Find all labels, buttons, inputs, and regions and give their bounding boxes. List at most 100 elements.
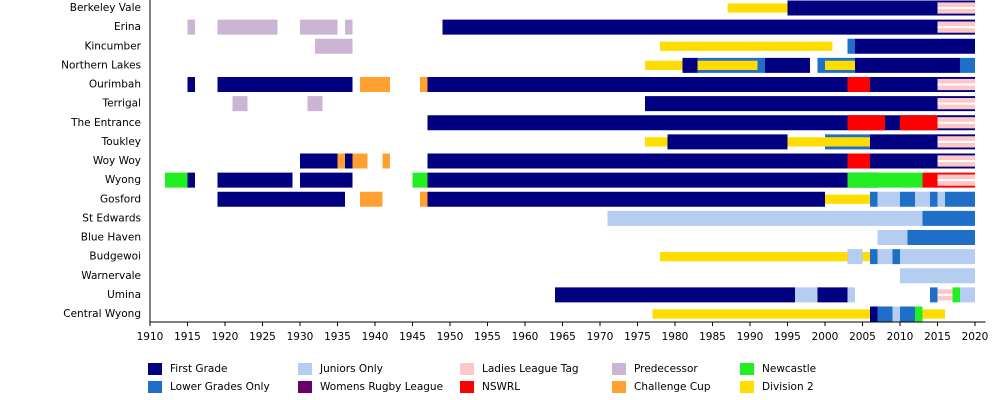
span-bar [847,77,870,92]
span-bar [900,249,975,265]
x-tick-label: 1930 [287,331,314,343]
span-bar [847,287,855,303]
row-label: Woy Woy [93,155,141,167]
span-stripe [937,140,975,143]
span-bar [427,191,825,207]
legend-label: Juniors Only [319,363,383,375]
span-bar [877,230,908,245]
span-bar [945,191,975,207]
span-bar [795,287,818,303]
legend-label: First Grade [170,363,227,375]
x-tick-label: 1985 [699,331,726,343]
span-stripe [937,293,953,296]
span-stripe [937,179,975,182]
span-bar [217,77,353,92]
span-bar [345,19,353,35]
span-bar [900,306,915,322]
row-label: Umina [107,289,141,301]
legend-swatch [740,363,754,375]
span-bar [787,137,870,147]
span-bar [360,77,390,92]
span-bar [427,77,975,92]
span-bar [427,115,975,131]
x-tick-label: 1940 [362,331,389,343]
span-bar [607,210,923,226]
legend-label: Newcastle [762,363,816,375]
span-bar [420,77,428,92]
legend-label: NSWRL [482,381,520,393]
legend-label: Division 2 [762,381,814,393]
x-tick-label: 1945 [399,331,426,343]
row-label: Warnervale [81,270,141,282]
span-bar [555,287,795,303]
row-label: Terrigal [102,98,141,110]
row-label: Northern Lakes [61,59,141,71]
span-bar [667,134,788,150]
span-bar [442,19,975,35]
span-bar [915,306,923,322]
x-tick-label: 1935 [324,331,351,343]
span-bar [825,194,870,204]
span-bar [847,115,885,131]
span-bar [652,309,870,319]
span-bar [660,251,848,262]
span-stripe [937,83,975,86]
span-bar [817,287,848,303]
span-bar [187,19,195,35]
span-bar [345,153,353,169]
legend-swatch [612,363,626,375]
x-tick-label: 1990 [737,331,764,343]
row-label: Ourimbah [89,79,141,91]
span-bar [217,19,278,35]
row-label: St Edwards [82,212,141,224]
x-tick-label: 1960 [512,331,539,343]
span-bar [922,210,975,226]
span-bar [187,172,195,188]
span-bar [892,306,900,322]
span-bar [645,60,683,71]
span-bar [900,115,938,131]
span-bar [870,306,878,322]
x-tick-label: 1950 [437,331,464,343]
span-bar [427,153,975,169]
x-tick-label: 1995 [774,331,801,343]
row-label: Toukley [101,136,141,148]
span-stripe [937,26,975,29]
legend-swatch [148,381,162,393]
span-bar [937,191,945,207]
x-tick-label: 2010 [887,331,914,343]
row-label: Berkeley Vale [70,2,141,14]
span-bar [952,287,960,303]
span-bar [300,19,338,35]
span-bar [217,191,345,207]
span-bar [315,38,353,54]
legend-label: Predecessor [634,363,698,375]
span-bar [660,41,833,51]
x-tick-label: 1920 [212,331,239,343]
row-label: Blue Haven [81,232,141,244]
legend-swatch [298,363,312,375]
x-tick-label: 1915 [174,331,201,343]
span-bar [855,57,960,73]
span-bar [900,268,975,284]
x-tick-label: 1925 [249,331,276,343]
legend-label: Ladies League Tag [482,363,579,375]
span-bar [922,309,945,319]
span-bar [307,96,323,112]
span-bar [855,38,975,54]
row-label: Budgewoi [89,251,141,263]
legend-swatch [148,363,162,375]
span-stripe [937,160,975,162]
span-bar [300,153,338,169]
x-tick-label: 2000 [812,331,839,343]
span-bar [352,153,368,169]
span-bar [187,77,195,92]
legend-swatch [298,381,312,393]
span-stripe [937,7,975,9]
legend-label: Lower Grades Only [170,381,270,393]
x-tick-label: 2015 [924,331,951,343]
span-bar [847,249,863,265]
span-bar [907,230,975,245]
span-bar [300,172,353,188]
x-tick-label: 1980 [662,331,689,343]
